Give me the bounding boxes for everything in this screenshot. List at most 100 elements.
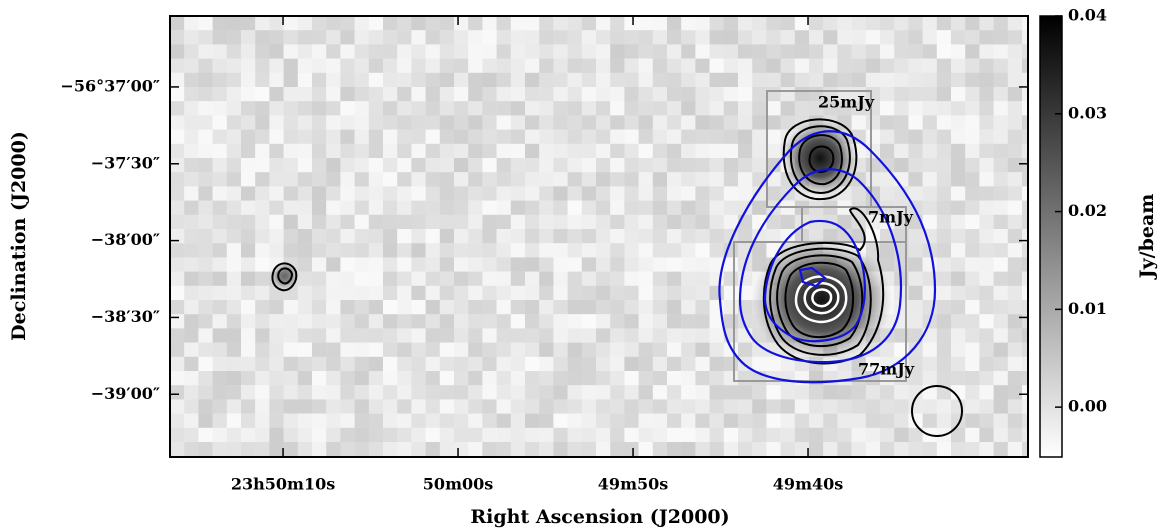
image-pixel xyxy=(652,456,668,457)
image-pixel xyxy=(198,371,213,386)
image-pixel xyxy=(567,200,582,215)
image-pixel xyxy=(979,229,994,244)
image-pixel xyxy=(397,16,412,31)
image-pixel xyxy=(212,172,227,187)
image-pixel xyxy=(241,413,256,428)
image-pixel xyxy=(212,285,227,301)
image-pixel xyxy=(297,129,313,144)
image-pixel xyxy=(241,58,256,73)
image-pixel xyxy=(738,427,753,443)
image-pixel xyxy=(652,257,668,272)
image-pixel xyxy=(951,427,966,443)
image-pixel xyxy=(667,442,682,457)
image-pixel xyxy=(865,356,881,372)
image-pixel xyxy=(738,385,753,400)
image-pixel xyxy=(226,72,242,88)
image-pixel xyxy=(908,328,923,343)
image-pixel xyxy=(482,427,497,443)
image-pixel xyxy=(880,257,895,272)
image-pixel xyxy=(581,285,597,301)
image-pixel xyxy=(709,16,724,31)
image-pixel xyxy=(780,356,795,372)
image-pixel xyxy=(794,16,810,31)
image-pixel xyxy=(383,271,398,286)
image-pixel xyxy=(397,186,412,201)
image-pixel xyxy=(439,129,455,144)
image-pixel xyxy=(297,456,313,457)
image-pixel xyxy=(951,16,966,31)
image-pixel xyxy=(539,101,554,116)
image-pixel xyxy=(667,101,682,116)
image-pixel xyxy=(241,356,256,372)
image-pixel xyxy=(780,58,795,73)
image-pixel xyxy=(596,456,611,457)
image-pixel xyxy=(184,129,199,144)
image-pixel xyxy=(496,356,511,372)
image-pixel xyxy=(340,186,355,201)
image-pixel xyxy=(255,101,270,116)
image-pixel xyxy=(283,385,298,400)
image-pixel xyxy=(624,371,639,386)
image-pixel xyxy=(269,342,284,357)
image-pixel xyxy=(241,328,256,343)
image-pixel xyxy=(283,399,298,414)
image-pixel xyxy=(383,442,398,457)
image-pixel xyxy=(397,342,412,357)
image-pixel xyxy=(794,58,810,73)
image-pixel xyxy=(780,101,795,116)
image-pixel xyxy=(354,143,369,159)
image-pixel xyxy=(368,328,384,343)
image-pixel xyxy=(184,257,199,272)
image-pixel xyxy=(340,456,355,457)
image-pixel xyxy=(454,442,469,457)
image-pixel xyxy=(951,342,966,357)
image-pixel xyxy=(951,44,966,59)
source-blob xyxy=(782,120,858,196)
image-pixel xyxy=(936,30,952,45)
image-pixel xyxy=(439,158,455,173)
image-pixel xyxy=(766,427,781,443)
image-pixel xyxy=(340,30,355,45)
image-pixel xyxy=(553,158,568,173)
image-pixel xyxy=(1007,72,1023,88)
image-pixel xyxy=(837,186,852,201)
image-pixel xyxy=(354,314,369,329)
image-pixel xyxy=(212,214,227,230)
contour xyxy=(776,254,864,348)
image-pixel xyxy=(269,44,284,59)
image-pixel xyxy=(865,16,881,31)
image-pixel xyxy=(297,356,313,372)
image-pixel xyxy=(425,200,440,215)
image-pixel xyxy=(439,87,455,102)
image-pixel xyxy=(539,300,554,315)
image-pixel xyxy=(936,413,952,428)
image-pixel xyxy=(525,243,540,258)
image-pixel xyxy=(411,129,426,144)
image-pixel xyxy=(723,385,739,400)
image-pixel xyxy=(865,172,881,187)
image-pixel xyxy=(894,58,909,73)
colorbar-tick-label: 0.01 xyxy=(1068,299,1107,318)
image-pixel xyxy=(539,442,554,457)
image-pixel xyxy=(851,101,866,116)
image-pixel xyxy=(454,356,469,372)
image-pixel xyxy=(681,300,696,315)
image-pixel xyxy=(1007,172,1023,187)
image-pixel xyxy=(425,314,440,329)
image-pixel xyxy=(312,356,327,372)
image-pixel xyxy=(425,30,440,45)
image-pixel xyxy=(283,44,298,59)
image-pixel xyxy=(794,399,810,414)
image-pixel xyxy=(269,30,284,45)
image-pixel xyxy=(567,172,582,187)
image-pixel xyxy=(581,214,597,230)
image-pixel xyxy=(596,44,611,59)
image-pixel xyxy=(993,413,1008,428)
image-pixel xyxy=(368,115,384,130)
image-pixel xyxy=(354,158,369,173)
image-pixel xyxy=(312,385,327,400)
image-pixel xyxy=(383,399,398,414)
image-pixel xyxy=(184,300,199,315)
image-pixel xyxy=(823,58,838,73)
image-pixel xyxy=(880,87,895,102)
